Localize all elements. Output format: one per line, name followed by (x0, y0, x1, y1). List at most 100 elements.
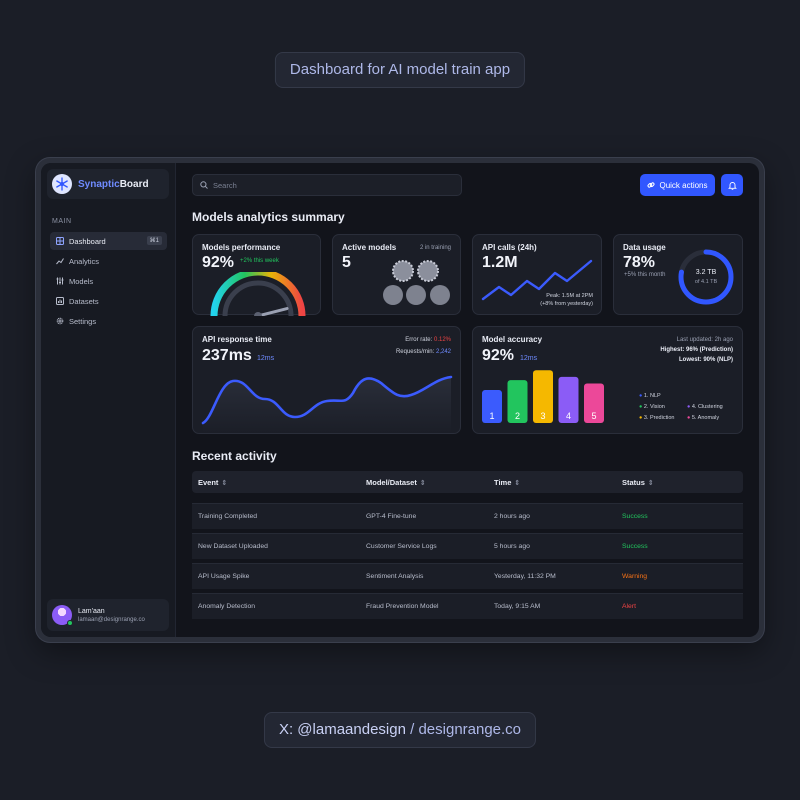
sidebar-item-datasets[interactable]: Datasets (50, 292, 167, 310)
cell-model: Customer Service Logs (366, 543, 437, 550)
brand-name-part2: Board (119, 178, 149, 190)
brand-name-part1: Synaptic (78, 178, 120, 190)
api-calls-sparkline (481, 259, 593, 301)
legend-item: ● 2. Vision (639, 404, 665, 410)
legend-item: ● 1. NLP (639, 393, 661, 399)
accuracy-lowest: Lowest: 90% (NLP) (678, 357, 733, 363)
accuracy-delta: 12ms (520, 355, 538, 362)
card-title: Active models (342, 243, 397, 252)
data-used: 3.2 TB (695, 269, 717, 276)
credit-handle[interactable]: X: @lamaandesign (278, 721, 406, 738)
api-response-card[interactable]: API response time 237ms 12ms Error rate:… (192, 326, 461, 434)
accuracy-bar-1[interactable] (482, 390, 502, 423)
user-name: Lam'aan (78, 607, 105, 615)
data-total: of 4.1 TB (694, 279, 718, 285)
sidebar-item-models[interactable]: Models (50, 272, 167, 290)
app-window: SynapticBoard MAIN Dashboard ⌘1 Analytic… (41, 163, 759, 637)
legend-item: ● 5. Anomaly (687, 415, 720, 421)
active-models-value: 5 (342, 254, 351, 271)
accuracy-highest: Highest: 96% (Prediction) (660, 347, 733, 353)
peak-note: (+8% from yesterday) (540, 301, 593, 307)
card-title: Data usage (623, 243, 666, 252)
response-value: 237ms (202, 347, 252, 364)
table-header: Event ⇕ Model/Dataset ⇕ Time ⇕ Status ⇕ (192, 471, 743, 493)
bar-chart-icon (56, 297, 64, 305)
sidebar-item-label: Settings (69, 316, 97, 326)
legend-label: 1. NLP (643, 393, 661, 399)
quick-actions-button[interactable]: Quick actions (640, 174, 715, 196)
quick-actions-label: Quick actions (659, 180, 708, 190)
brand[interactable]: SynapticBoard (47, 169, 169, 199)
bell-icon (727, 181, 737, 190)
model-accuracy-card[interactable]: Model accuracy 92% 12ms Last updated: 2h… (472, 326, 743, 434)
data-usage-note: +5% this month (624, 272, 666, 278)
menu-section-label: MAIN (52, 218, 72, 225)
models-cluster (383, 260, 450, 305)
sidebar-item-dashboard[interactable]: Dashboard ⌘1 (50, 232, 167, 250)
last-updated: Last updated: 2h ago (676, 337, 733, 343)
activity-table: Event ⇕ Model/Dataset ⇕ Time ⇕ Status ⇕ Trai… (192, 471, 743, 619)
main-content: Quick actions Models analytics summary M… (176, 163, 759, 637)
legend-item: ● 4. Clustering (687, 404, 723, 410)
search-bar[interactable] (192, 174, 462, 196)
performance-gauge (210, 272, 306, 316)
user-profile[interactable]: Lam'aan lamaan@designrange.co (47, 599, 169, 631)
chart-icon (56, 258, 64, 265)
column-header-status[interactable]: Status ⇕ (616, 478, 743, 487)
cell-model: Sentiment Analysis (366, 573, 424, 580)
summary-title: Models analytics summary (192, 210, 345, 224)
active-models-card[interactable]: Active models 2 in training 5 (332, 234, 461, 315)
recent-activity-title: Recent activity (192, 449, 277, 463)
sidebar: SynapticBoard MAIN Dashboard ⌘1 Analytic… (41, 163, 176, 637)
legend-item: ● 3. Prediction (639, 415, 675, 421)
accuracy-bar-4[interactable] (558, 376, 579, 423)
accuracy-bar-label: 1 (489, 411, 494, 421)
sidebar-item-settings[interactable]: Settings (50, 312, 167, 330)
table-row[interactable]: Training Completed GPT-4 Fine-tune 2 hou… (192, 503, 743, 529)
device-frame: SynapticBoard MAIN Dashboard ⌘1 Analytic… (36, 158, 764, 642)
title-pill: Dashboard for AI model train app (274, 52, 526, 88)
accuracy-bar-3[interactable] (533, 370, 553, 423)
table-row[interactable]: Anomaly Detection Fraud Prevention Model… (192, 593, 743, 619)
sliders-icon (56, 277, 64, 285)
accuracy-bar-2[interactable] (507, 380, 528, 423)
column-label: Time (494, 477, 512, 487)
error-rate-label: Error rate: (405, 337, 434, 343)
sidebar-menu: Dashboard ⌘1 Analytics Models Datasets (50, 232, 167, 332)
accuracy-bar-label: 4 (566, 411, 571, 421)
notifications-button[interactable] (721, 174, 743, 196)
link-icon (647, 182, 655, 188)
online-status-dot (67, 620, 73, 626)
card-title: API response time (202, 335, 272, 344)
column-header-model[interactable]: Model/Dataset ⇕ (360, 478, 488, 487)
sidebar-item-label: Models (69, 276, 94, 286)
card-title: Models performance (202, 243, 281, 252)
table-row[interactable]: New Dataset Uploaded Customer Service Lo… (192, 533, 743, 559)
models-performance-card[interactable]: Models performance 92% +2% this week (192, 234, 321, 316)
accuracy-bar-5[interactable] (584, 383, 604, 423)
card-title: Model accuracy (482, 335, 543, 344)
data-usage-card[interactable]: Data usage 78% +5% this month 3.2 TB of … (613, 234, 743, 315)
accuracy-bar-chart: 1 2 3 4 5 (482, 370, 604, 423)
sidebar-item-label: Dashboard (69, 236, 106, 246)
column-header-event[interactable]: Event ⇕ (192, 478, 360, 487)
grid-icon (56, 237, 64, 245)
credit-site[interactable]: designrange.co (418, 721, 522, 738)
cell-event: New Dataset Uploaded (198, 543, 268, 550)
cell-model: Fraud Prevention Model (366, 603, 439, 610)
sidebar-item-analytics[interactable]: Analytics (50, 252, 167, 270)
legend-label: 2. Vision (643, 404, 665, 410)
legend-label: 4. Clustering (691, 404, 723, 410)
search-input[interactable] (213, 180, 453, 190)
column-label: Status (622, 477, 645, 487)
table-row[interactable]: API Usage Spike Sentiment Analysis Yeste… (192, 563, 743, 589)
cell-time: 5 hours ago (494, 543, 530, 550)
cell-model: GPT-4 Fine-tune (366, 513, 417, 520)
sort-icon: ⇕ (419, 479, 426, 487)
cell-status: Success (622, 513, 648, 520)
user-email: lamaan@designrange.co (78, 616, 145, 623)
rpm-label: Requests/min: (395, 349, 436, 355)
api-calls-value: 1.2M (482, 254, 518, 271)
column-header-time[interactable]: Time ⇕ (488, 478, 616, 487)
api-calls-card[interactable]: API calls (24h) 1.2M Peak: 1.5M at 2PM (… (472, 234, 602, 315)
